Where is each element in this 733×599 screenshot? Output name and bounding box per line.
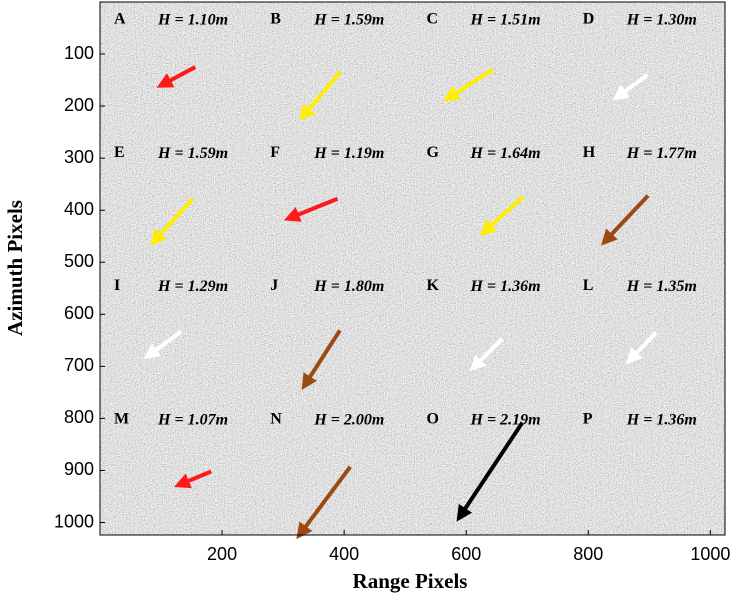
direction-arrow [174,469,212,489]
direction-arrow [301,329,342,390]
panel-annotation: H = 1.19m [313,145,384,162]
panel-annotation: H = 1.59m [313,12,384,29]
y-tick-label: 700 [64,355,94,375]
panel-label: I [114,277,120,294]
panel-label: O [427,410,439,427]
panel-annotation: H = 1.35m [626,278,697,295]
panel-annotation: H = 2.00m [313,411,384,428]
panel-annotation: H = 1.29m [157,278,228,295]
panel-annotation: H = 1.80m [313,278,384,295]
y-tick-label: 200 [64,95,94,115]
sar-tile [412,134,570,269]
direction-arrow [143,329,183,360]
direction-arrow [600,194,650,246]
sar-tile [568,1,726,136]
direction-arrow [150,197,195,246]
panel-label: L [583,277,594,294]
direction-arrow [283,196,339,222]
panel-annotation: H = 1.64m [470,145,541,162]
panel-annotation: H = 1.07m [157,411,228,428]
panel-label: H [583,144,596,161]
sar-tile [99,1,257,136]
panel-annotation: H = 1.59m [157,145,228,162]
direction-arrow [296,465,352,540]
panel-annotation: H = 2.19m [470,411,541,428]
panel-label: C [427,11,439,28]
panel-annotation: H = 1.10m [157,12,228,29]
sar-tile [255,268,413,403]
panel-label: G [427,144,440,161]
y-tick-label: 1000 [54,511,94,531]
panel-label: J [270,277,278,294]
x-axis-title: Range Pixels [353,569,468,593]
panel-label: N [270,410,282,427]
direction-arrow [469,337,504,372]
panel-label: F [270,144,280,161]
panel-label: M [114,410,129,427]
sar-tile [255,401,413,536]
y-tick-label: 500 [64,251,94,271]
direction-arrow [479,195,525,236]
y-tick-label: 600 [64,303,94,323]
sar-tile [568,134,726,269]
y-tick-label: 400 [64,199,94,219]
direction-arrow [625,331,658,365]
direction-arrow [299,70,343,121]
y-tick-label: 300 [64,147,94,167]
sar-tile [568,268,726,403]
x-tick-label: 800 [573,544,603,564]
sar-tile [255,1,413,136]
panel-annotation: H = 1.36m [626,411,697,428]
direction-arrow [443,67,495,102]
panel-annotation: H = 1.36m [470,278,541,295]
y-axis-title: Azimuth Pixels [3,200,27,336]
panel-label: E [114,144,125,161]
panel-annotation: H = 1.77m [626,145,697,162]
panel-annotation: H = 1.30m [626,12,697,29]
panel-label: P [583,410,593,427]
panel-label: A [114,11,126,28]
direction-arrow [156,65,197,88]
sar-tile [412,268,570,403]
y-tick-label: 800 [64,407,94,427]
panel-annotation: H = 1.51m [470,12,541,29]
x-tick-label: 600 [451,544,481,564]
direction-arrow [456,421,525,522]
direction-arrow [612,73,649,101]
y-tick-label: 100 [64,43,94,63]
sar-tile [99,401,257,536]
panel-label: B [270,11,281,28]
y-tick-label: 900 [64,459,94,479]
x-tick-label: 200 [207,544,237,564]
x-tick-label: 400 [329,544,359,564]
plot-frame [99,1,726,536]
x-tick-label: 1000 [690,544,730,564]
panel-label: D [583,11,595,28]
panel-label: K [427,277,440,294]
